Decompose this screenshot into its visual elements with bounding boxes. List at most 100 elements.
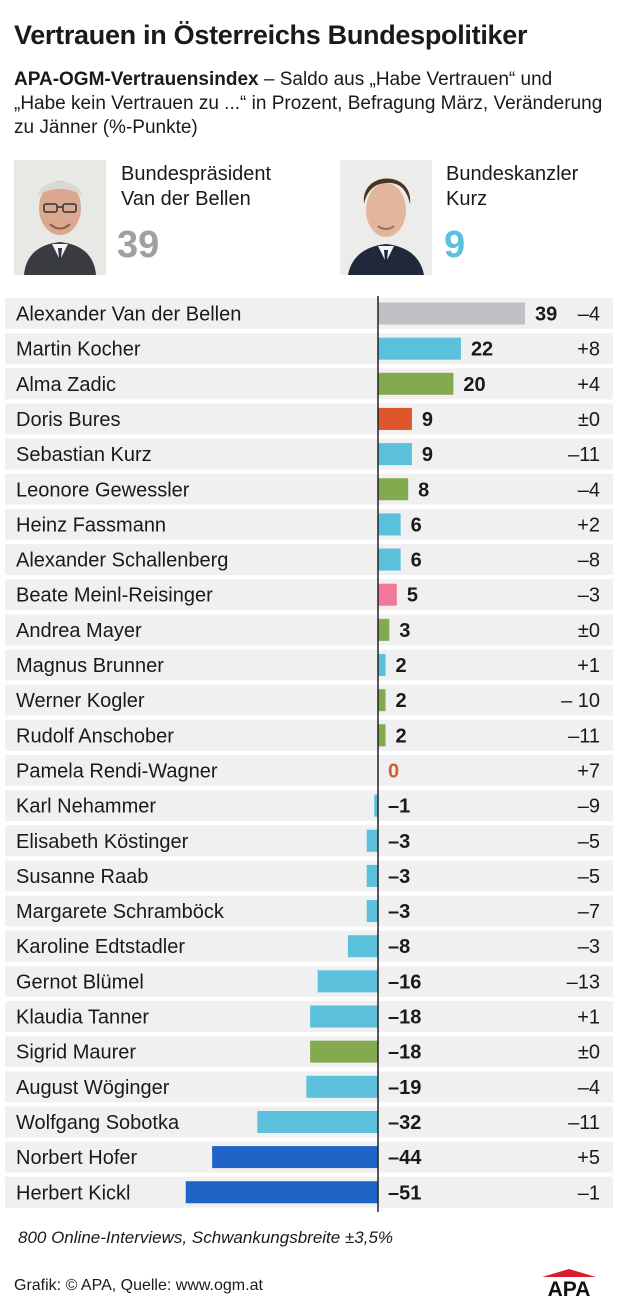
change-label: –5 (578, 831, 600, 853)
value-label: 0 (388, 760, 399, 782)
apa-logo: APA (542, 1269, 596, 1298)
row-background (5, 754, 613, 786)
credit: Grafik: © APA, Quelle: www.ogm.at (14, 1277, 263, 1294)
highlight-chancellor-role: Bundeskanzler (446, 163, 579, 185)
change-label: +4 (577, 374, 600, 396)
change-label: –3 (578, 585, 600, 607)
highlight-president-value: 39 (117, 224, 160, 266)
value-label: –3 (388, 831, 410, 853)
category-label: Margarete Schramböck (16, 901, 225, 923)
value-label: –1 (388, 796, 410, 818)
value-label: 22 (471, 339, 493, 361)
bar (306, 1075, 378, 1098)
bar (378, 654, 386, 676)
change-label: – 10 (561, 690, 600, 712)
bar (378, 724, 386, 747)
category-label: August Wöginger (16, 1077, 170, 1099)
bar (378, 443, 412, 466)
value-label: 8 (418, 479, 429, 501)
row-background (5, 544, 613, 576)
value-label: 3 (399, 620, 410, 642)
bar (366, 864, 378, 887)
bar (366, 900, 378, 923)
bar (378, 548, 401, 571)
value-label: –3 (388, 866, 410, 888)
row-background (5, 825, 613, 857)
change-label: –11 (568, 444, 600, 466)
value-label: –18 (388, 1007, 421, 1029)
subtitle-index-name: APA-OGM-Vertrauensindex (14, 69, 259, 90)
category-label: Elisabeth Köstinger (16, 831, 189, 853)
bar (366, 829, 378, 852)
row-background (5, 403, 613, 435)
bar (310, 1005, 378, 1028)
change-label: –13 (567, 971, 600, 993)
change-label: +7 (577, 760, 600, 782)
value-label: –44 (388, 1147, 422, 1169)
value-label: 5 (407, 585, 418, 607)
category-label: Magnus Brunner (16, 655, 164, 677)
value-label: –19 (388, 1077, 421, 1099)
category-label: Rudolf Anschober (16, 725, 174, 747)
bar (378, 513, 401, 536)
category-label: Alma Zadic (16, 374, 116, 396)
portrait-kurz (340, 160, 432, 275)
category-label: Martin Kocher (16, 339, 141, 361)
category-label: Heinz Fassmann (16, 514, 166, 536)
bar (378, 478, 409, 501)
value-label: 6 (411, 550, 422, 572)
value-label: –18 (388, 1042, 421, 1064)
row-background (5, 719, 613, 751)
bar (378, 302, 526, 325)
value-label: 9 (422, 444, 433, 466)
row-background (5, 333, 613, 365)
change-label: –3 (578, 936, 600, 958)
category-label: Andrea Mayer (16, 620, 142, 642)
category-label: Doris Bures (16, 409, 120, 431)
change-label: –7 (578, 901, 600, 923)
value-label: 2 (396, 725, 407, 747)
bar (185, 1181, 378, 1204)
value-label: 2 (396, 655, 407, 677)
row-background (5, 368, 613, 400)
bar (378, 372, 454, 395)
change-label: –4 (578, 304, 600, 326)
value-label: –3 (388, 901, 410, 923)
portrait-van-der-bellen (14, 160, 106, 275)
apa-logo-text: APA (548, 1278, 591, 1298)
category-label: Werner Kogler (16, 690, 145, 712)
category-label: Beate Meinl-Reisinger (16, 585, 213, 607)
footnote: 800 Online-Interviews, Schwankungsbreite… (18, 1228, 394, 1247)
highlight-president-name: Bundespräsident Van der Bellen (121, 162, 271, 212)
highlight-chancellor-person: Kurz (446, 188, 488, 210)
change-label: ±0 (578, 1042, 600, 1064)
bar (378, 583, 397, 606)
highlight-president-role: Bundespräsident (121, 163, 272, 185)
highlight-president: Bundespräsident Van der Bellen 39 (14, 160, 314, 278)
row-background (5, 930, 613, 962)
value-label: –51 (388, 1182, 421, 1204)
bar (310, 1040, 378, 1063)
change-label: +2 (577, 514, 600, 536)
change-label: +5 (577, 1147, 600, 1169)
value-label: 6 (411, 514, 422, 536)
row-background (5, 438, 613, 470)
category-label: Herbert Kickl (16, 1182, 130, 1204)
bar (378, 407, 412, 430)
category-label: Leonore Gewessler (16, 479, 190, 501)
bar (378, 618, 390, 641)
change-label: ±0 (578, 409, 600, 431)
row-background (5, 614, 613, 646)
bar (317, 970, 378, 993)
change-label: –4 (578, 479, 600, 501)
category-label: Norbert Hofer (16, 1147, 137, 1169)
row-background (5, 1001, 613, 1032)
bar (378, 689, 386, 712)
change-label: –8 (578, 550, 600, 572)
change-label: –4 (578, 1077, 600, 1099)
category-label: Alexander Schallenberg (16, 550, 228, 572)
row-background (5, 649, 613, 681)
change-label: –11 (568, 1112, 600, 1134)
category-label: Pamela Rendi-Wagner (16, 760, 218, 782)
value-label: 9 (422, 409, 433, 431)
